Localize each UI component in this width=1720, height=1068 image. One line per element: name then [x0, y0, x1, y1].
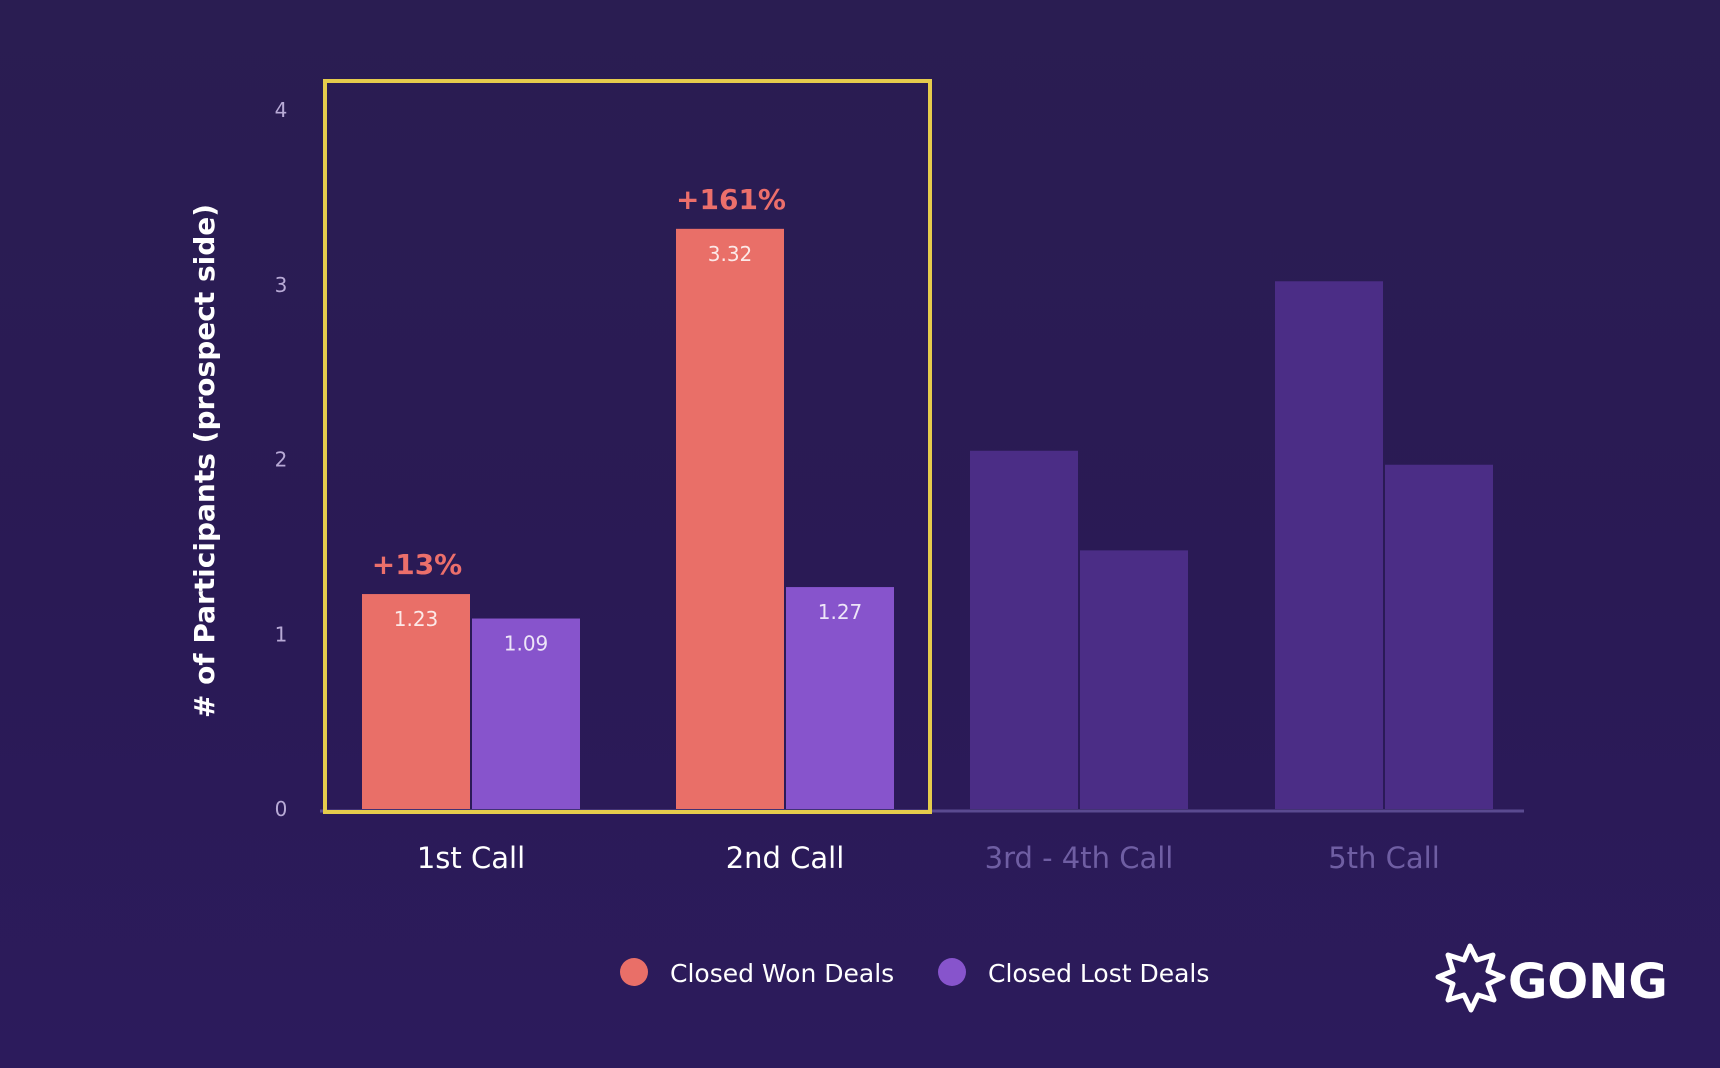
gong-burst-icon	[1435, 943, 1506, 1013]
legend-label-lost: Closed Lost Deals	[988, 959, 1209, 988]
y-axis-ticks: 0 1 2 3 4	[275, 98, 288, 821]
bar-won-3	[1275, 281, 1383, 809]
bar-lost-0	[472, 618, 580, 809]
legend: Closed Won Deals Closed Lost Deals	[620, 958, 1209, 988]
value-label: 1.27	[818, 600, 863, 624]
y-tick-label: 2	[275, 448, 288, 472]
value-label: 1.23	[394, 607, 439, 631]
x-tick-label: 5th Call	[1328, 841, 1440, 875]
bar-won-1	[676, 228, 784, 809]
bars	[362, 228, 1493, 809]
value-labels: 1.23 1.09 3.32 1.27	[394, 242, 863, 656]
bar-lost-1	[786, 587, 894, 809]
annotation-label: +13%	[372, 548, 462, 581]
y-axis-label: # of Participants (prospect side)	[188, 204, 221, 718]
gong-logo: GONG	[1435, 943, 1668, 1013]
value-label: 1.09	[504, 632, 549, 656]
y-tick-label: 3	[275, 273, 288, 297]
y-tick-label: 0	[275, 797, 288, 821]
bar-won-0	[362, 594, 470, 809]
value-label: 3.32	[708, 242, 753, 266]
legend-label-won: Closed Won Deals	[670, 959, 894, 988]
highlight-frame	[323, 79, 932, 814]
logo-text: GONG	[1508, 954, 1668, 1010]
x-tick-label: 1st Call	[417, 841, 525, 875]
legend-marker-lost	[938, 958, 966, 986]
bar-lost-2	[1080, 550, 1188, 809]
x-tick-label: 3rd - 4th Call	[985, 841, 1174, 875]
y-tick-label: 4	[275, 98, 288, 122]
x-axis-ticks: 1st Call 2nd Call 3rd - 4th Call 5th Call	[417, 841, 1440, 875]
bar-lost-3	[1385, 464, 1493, 809]
annotation-label: +161%	[676, 183, 786, 216]
annotations: +13% +161%	[372, 183, 786, 581]
y-tick-label: 1	[275, 622, 288, 646]
legend-marker-won	[620, 958, 648, 986]
y-axis: # of Participants (prospect side) 0 1 2 3 4	[188, 98, 287, 821]
bar-won-2	[970, 450, 1078, 809]
x-tick-label: 2nd Call	[726, 841, 845, 875]
